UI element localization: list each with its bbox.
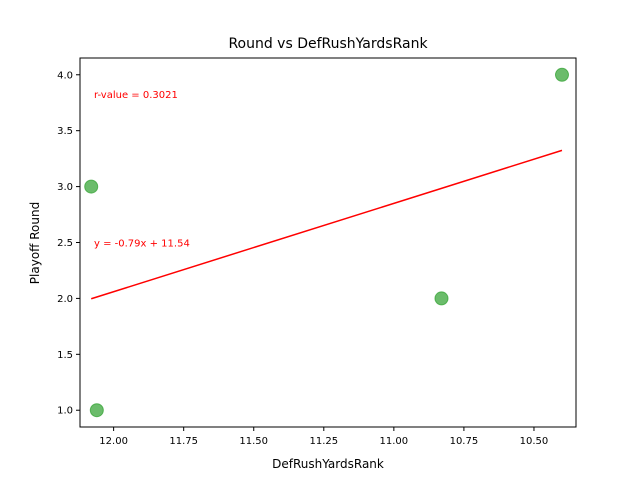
y-tick-label: 1.0 xyxy=(57,406,73,417)
chart-title: Round vs DefRushYardsRank xyxy=(228,36,428,52)
scatter-point xyxy=(84,179,99,194)
y-tick-label: 3.5 xyxy=(57,126,73,137)
x-tick-label: 11.50 xyxy=(239,436,268,447)
x-tick-label: 12.00 xyxy=(99,436,128,447)
scatter-point xyxy=(434,291,449,306)
scatter-point xyxy=(554,67,569,82)
y-tick-label: 1.5 xyxy=(57,350,73,361)
plot-area: r-value = 0.3021 y = -0.79x + 11.54 xyxy=(84,67,569,418)
y-tick-label: 2.0 xyxy=(57,294,73,305)
x-axis-title: DefRushYardsRank xyxy=(272,457,384,471)
r-value-annotation: r-value = 0.3021 xyxy=(94,90,178,101)
y-tick-label: 2.5 xyxy=(57,238,73,249)
x-tick-label: 11.75 xyxy=(169,436,198,447)
x-tick-label: 11.00 xyxy=(380,436,409,447)
x-tick-label: 10.50 xyxy=(520,436,549,447)
y-tick-label: 4.0 xyxy=(57,70,73,81)
y-axis-title: Playoff Round xyxy=(28,202,42,284)
equation-annotation: y = -0.79x + 11.54 xyxy=(94,239,190,250)
scatter-point xyxy=(89,403,104,418)
regression-line xyxy=(90,149,563,300)
x-tick-label: 11.25 xyxy=(309,436,338,447)
y-tick-label: 3.0 xyxy=(57,182,73,193)
axes: 12.00 11.75 11.50 11.25 11.00 10.75 10.50 1.0 1.… xyxy=(57,70,548,447)
x-tick-label: 10.75 xyxy=(450,436,479,447)
